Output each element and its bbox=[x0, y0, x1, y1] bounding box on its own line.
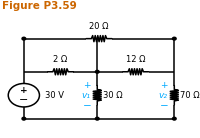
Text: 30 V: 30 V bbox=[45, 91, 64, 100]
Circle shape bbox=[22, 117, 26, 120]
Circle shape bbox=[22, 37, 26, 40]
Circle shape bbox=[172, 117, 176, 120]
Text: 12 Ω: 12 Ω bbox=[126, 55, 146, 64]
Text: −: − bbox=[160, 101, 169, 111]
Text: 70 Ω: 70 Ω bbox=[180, 91, 199, 100]
Text: v₂: v₂ bbox=[159, 91, 168, 100]
Text: 30 Ω: 30 Ω bbox=[103, 91, 122, 100]
Text: +: + bbox=[83, 81, 91, 90]
Circle shape bbox=[95, 70, 99, 73]
Text: 20 Ω: 20 Ω bbox=[89, 22, 109, 31]
Text: v₁: v₁ bbox=[82, 91, 91, 100]
Circle shape bbox=[172, 37, 176, 40]
Text: 2 Ω: 2 Ω bbox=[53, 55, 68, 64]
Text: +: + bbox=[160, 81, 168, 90]
Text: −: − bbox=[83, 101, 92, 111]
Text: −: − bbox=[19, 95, 29, 105]
Circle shape bbox=[95, 117, 99, 120]
Text: Figure P3.59: Figure P3.59 bbox=[2, 1, 77, 11]
Text: +: + bbox=[20, 86, 28, 95]
